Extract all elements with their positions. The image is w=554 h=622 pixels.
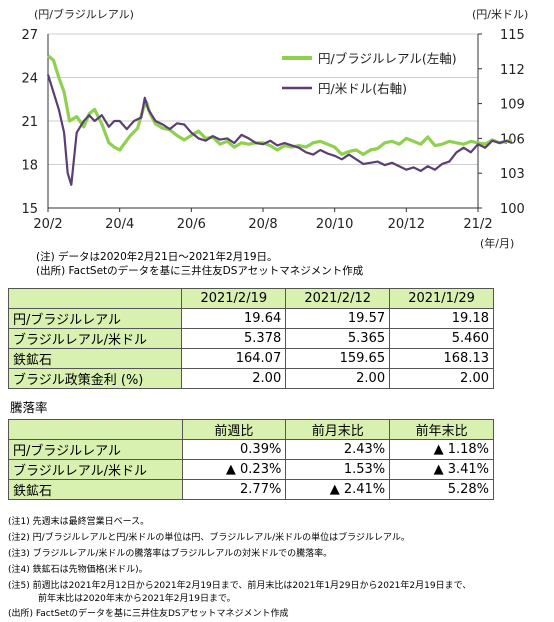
legend-label: 円/米ドル(右軸): [318, 81, 407, 96]
table-row: 鉄鉱石 2.77% ▲ 2.41% 5.28%: [8, 479, 494, 500]
levels-header-date: 2021/2/19: [181, 288, 287, 309]
table-cell: 1.53%: [285, 459, 391, 480]
table-row: 鉄鉱石 164.07 159.65 168.13: [7, 348, 494, 369]
left-tick-label: 21: [21, 115, 38, 130]
table-row: 円/ブラジルレアル 19.64 19.57 19.18: [7, 308, 494, 329]
footnote: (注2) 円/ブラジルレアルと円/米ドルの単位は円、ブラジルレアル/米ドルの単位…: [8, 533, 410, 543]
right-tick-label: 115: [500, 28, 525, 43]
table-row: ブラジル政策金利 (%) 2.00 2.00 2.00: [7, 368, 494, 389]
x-tick-label: 20/4: [105, 217, 134, 232]
footnote: (注1) 先週末は最終営業日ベース。: [8, 517, 150, 527]
footnote: (出所) FactSetのデータを基に三井住友DSアセットマネジメント作成: [8, 609, 289, 619]
row-label: 円/ブラジルレアル: [7, 308, 183, 329]
left-tick-label: 15: [21, 202, 38, 217]
table-cell: 5.460: [389, 328, 494, 349]
levels-header-date: 2021/1/29: [389, 288, 494, 309]
left-tick-label: 24: [21, 72, 38, 87]
returns-title: 騰落率: [10, 400, 48, 415]
table-cell: 5.365: [285, 328, 391, 349]
x-tick-label: 20/8: [248, 217, 277, 232]
line-chart: 15 18 21 24 27 100 103 106 109 112 115 20/2 20/4 20/6…: [21, 7, 528, 250]
chart-note: (注) データは2020年2月21日～2021年2月19日。: [36, 251, 278, 263]
levels-header-blank: [7, 288, 183, 309]
levels-header-date: 2021/2/12: [285, 288, 391, 309]
table-cell: 2.00: [181, 368, 287, 389]
chart-source: (出所) FactSetのデータを基に三井住友DSアセットマネジメント作成: [36, 265, 364, 277]
table-cell: 2.00: [285, 368, 391, 389]
table-cell: ▲ 2.41%: [285, 479, 391, 500]
returns-header: 前年末比: [389, 419, 494, 440]
row-label: ブラジル政策金利 (%): [7, 368, 183, 389]
right-tick-label: 109: [500, 98, 525, 113]
footnote: (注3) ブラジルレアル/米ドルの騰落率はブラジルレアルの対米ドルでの騰落率。: [8, 549, 333, 559]
right-tick-label: 106: [500, 132, 525, 147]
x-tick-label: 20/6: [177, 217, 206, 232]
series-line: [47, 54, 513, 156]
table-cell: 5.378: [181, 328, 287, 349]
footnote: (注5) 前週比は2021年2月12日から2021年2月19日まで、前月末比は2…: [8, 581, 472, 591]
left-tick-label: 27: [21, 28, 38, 43]
left-tick-label: 18: [21, 159, 38, 174]
table-row: ブラジルレアル/米ドル ▲ 0.23% 1.53% ▲ 3.41%: [8, 459, 494, 480]
table-cell: 19.18: [389, 308, 494, 329]
table-cell: 164.07: [181, 348, 287, 369]
row-label: 円/ブラジルレアル: [8, 439, 183, 460]
levels-header-row: 2021/2/19 2021/2/12 2021/1/29: [7, 288, 494, 309]
row-label: ブラジルレアル/米ドル: [7, 328, 183, 349]
row-label: 鉄鉱石: [7, 348, 183, 369]
table-cell: 2.00: [389, 368, 494, 389]
row-label: 鉄鉱石: [8, 479, 183, 500]
returns-header: 前月末比: [285, 419, 391, 440]
right-tick-label: 112: [500, 63, 525, 78]
returns-table: 前週比 前月末比 前年末比 円/ブラジルレアル 0.39% 2.43% ▲ 1.…: [8, 419, 494, 500]
left-axis-label: (円/ブラジルレアル): [34, 7, 134, 21]
table-row: 円/ブラジルレアル 0.39% 2.43% ▲ 1.18%: [8, 439, 494, 460]
table-cell: 168.13: [389, 348, 494, 369]
table-cell: 2.77%: [181, 479, 287, 500]
table-cell: 5.28%: [389, 479, 494, 500]
table-cell: 19.57: [285, 308, 391, 329]
x-unit-label: (年/月): [480, 236, 514, 250]
table-cell: 2.43%: [285, 439, 391, 460]
table-cell: ▲ 1.18%: [389, 439, 494, 460]
table-cell: 19.64: [181, 308, 287, 329]
series-line: [46, 74, 513, 186]
table-cell: 0.39%: [181, 439, 287, 460]
table-cell: ▲ 3.41%: [389, 459, 494, 480]
x-tick-label: 20/10: [316, 217, 353, 232]
returns-header: 前週比: [181, 419, 287, 440]
footnote: 前年末比は2020年末から2021年2月19日まで。: [38, 594, 236, 604]
row-label: ブラジルレアル/米ドル: [8, 459, 183, 480]
x-tick-label: 20/12: [388, 217, 425, 232]
right-tick-label: 103: [500, 167, 525, 182]
returns-header-blank: [8, 419, 183, 440]
levels-table: 2021/2/19 2021/2/12 2021/1/29 円/ブラジルレアル …: [7, 288, 494, 389]
table-cell: 159.65: [285, 348, 391, 369]
table-cell: ▲ 0.23%: [181, 459, 287, 480]
x-tick-label: 20/2: [33, 217, 62, 232]
footnote: (注4) 鉄鉱石は先物価格(米ドル)。: [8, 565, 148, 575]
x-tick-label: 21/2: [463, 217, 492, 232]
right-tick-label: 100: [500, 202, 525, 217]
legend-label: 円/ブラジルレアル(左軸): [318, 51, 457, 66]
returns-header-row: 前週比 前月末比 前年末比: [8, 419, 494, 440]
right-axis-label: (円/米ドル): [472, 8, 528, 21]
table-row: ブラジルレアル/米ドル 5.378 5.365 5.460: [7, 328, 494, 349]
